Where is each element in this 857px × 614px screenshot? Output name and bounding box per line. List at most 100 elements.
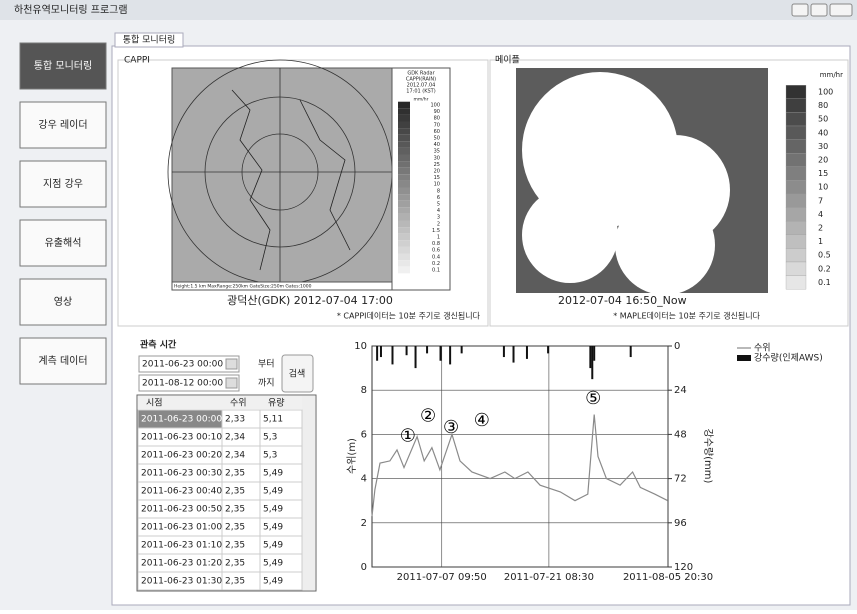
radar-legend-swatch xyxy=(398,174,410,181)
maximize-button[interactable] xyxy=(810,3,828,17)
to-value: 2011-08-12 00:00 xyxy=(142,379,223,389)
table-cell-text: 2011-06-23 01:20 xyxy=(141,559,222,569)
radar-legend-value: 0.1 xyxy=(432,268,440,274)
minimize-button[interactable] xyxy=(791,3,809,17)
sidebar-button[interactable] xyxy=(19,219,107,267)
radar-legend-value: 1 xyxy=(437,235,440,241)
radar-legend-swatch xyxy=(398,141,410,148)
annotation: ① xyxy=(400,426,416,447)
sidebar-button-label: 강우 레이더 xyxy=(38,119,87,131)
maple-legend-value: 40 xyxy=(818,128,828,137)
sidebar-button[interactable] xyxy=(19,160,107,208)
radar-legend-swatch xyxy=(398,114,410,122)
maple-legend-swatch xyxy=(785,125,807,140)
radar-legend-value: 5 xyxy=(437,202,440,208)
radar-legend-swatch xyxy=(398,233,410,241)
sidebar-button-label: 지점 강우 xyxy=(43,178,83,190)
maple-legend-unit: mm/hr xyxy=(820,71,843,79)
maple-legend-swatch xyxy=(785,139,807,154)
radar-legend-value: 0.6 xyxy=(432,248,440,254)
radar-legend-unit: mm/hr xyxy=(414,97,429,103)
y-tick-label: 0 xyxy=(361,562,367,573)
radar-legend-value: 8 xyxy=(437,188,440,194)
radar-legend-swatch xyxy=(398,266,410,274)
maple-legend-value: 50 xyxy=(818,115,828,124)
table-cell-text: 5,49 xyxy=(263,469,283,479)
radar-legend-value: 100 xyxy=(430,103,440,109)
y-axis-label: 수위(m) xyxy=(345,438,358,474)
to-combo[interactable] xyxy=(138,374,240,392)
cappi-caption: 광덕산(GDK) 2012-07-04 17:00 xyxy=(227,294,393,307)
y2-tick-label: 96 xyxy=(674,518,687,529)
radar-legend-swatch xyxy=(398,121,410,129)
cappi-note: * CAPPI데이터는 10분 주기로 갱신됩니다 xyxy=(337,311,481,321)
tab-label: 통합 모니터링 xyxy=(123,34,176,46)
radar-legend-value: 3 xyxy=(437,215,440,221)
cappi-group xyxy=(117,59,489,327)
table-cell-text: 2,34 xyxy=(225,451,245,461)
level-line xyxy=(371,414,669,517)
sidebar-button-label: 계측 데이터 xyxy=(38,355,87,367)
maple-legend-value: 0.1 xyxy=(818,278,831,287)
from-dropdown[interactable] xyxy=(225,358,238,370)
sidebar-button-label: 통합 모니터링 xyxy=(34,60,92,72)
radar-legend-value: 35 xyxy=(434,149,440,155)
table-cell-text: 2,35 xyxy=(225,487,245,497)
sidebar-button[interactable] xyxy=(19,337,107,385)
tab[interactable] xyxy=(114,32,184,48)
radar-legend-value: 25 xyxy=(434,162,440,168)
radar-legend-swatch xyxy=(398,200,410,208)
from-combo[interactable] xyxy=(138,355,240,373)
coverage xyxy=(615,195,715,295)
annotation: ④ xyxy=(474,410,490,431)
y2-axis-label: 강수량(mm) xyxy=(702,429,714,484)
table-cell[interactable] xyxy=(259,571,303,591)
rain-bar xyxy=(439,346,442,361)
table-cell-text: 2011-06-23 00:40 xyxy=(141,487,222,497)
maple-legend-swatch xyxy=(785,261,807,276)
table-cell-text: 5,49 xyxy=(263,505,283,515)
table-cell-text: 2011-06-23 01:00 xyxy=(141,523,222,533)
sidebar-button[interactable] xyxy=(19,42,107,90)
scrollbar[interactable] xyxy=(302,396,315,590)
rain-bar xyxy=(593,346,596,361)
radar-legend-value: 1.5 xyxy=(432,228,440,234)
annotation: ② xyxy=(420,406,436,427)
radar-legend-value: 0.4 xyxy=(432,254,440,260)
maple-legend-swatch xyxy=(785,248,807,263)
to-dropdown[interactable] xyxy=(225,377,238,389)
rain-bar xyxy=(502,346,505,358)
y-tick-label: 8 xyxy=(361,385,367,396)
radar-legend-value: 0.8 xyxy=(432,241,440,247)
maple-legend-swatch xyxy=(785,234,807,249)
maple-legend-value: 15 xyxy=(818,169,828,178)
radar-legend-swatch xyxy=(398,227,410,234)
maple-label: 메이플 xyxy=(495,55,520,66)
rain-bar xyxy=(405,346,408,356)
table-cell-text: 2011-06-23 00:10 xyxy=(141,433,222,443)
radar-legend-swatch xyxy=(398,154,410,162)
x-tick-label: 2011-07-07 09:50 xyxy=(397,572,487,583)
radar-legend-value: 30 xyxy=(434,155,440,161)
table: 시점 수위 유량 2011-06-23 00:00 2,33 5,11 2011-06-23… xyxy=(137,396,303,591)
close-button[interactable] xyxy=(829,3,853,17)
sidebar-button[interactable] xyxy=(19,278,107,326)
maple-legend-bg xyxy=(770,68,846,293)
table-cell-text: 2,33 xyxy=(225,415,245,425)
table-cell-text: 5,11 xyxy=(263,415,283,425)
radar-legend-value: 4 xyxy=(437,208,440,214)
search-button[interactable] xyxy=(281,354,314,393)
maple-coverage xyxy=(522,72,730,295)
table-cell-text: 2,35 xyxy=(225,541,245,551)
table-cell-text: 5,49 xyxy=(263,541,283,551)
maple-caption: 2012-07-04 16:50_Now xyxy=(558,294,687,307)
maple-legend-swatch xyxy=(785,98,807,113)
radar-legend-value: 40 xyxy=(434,142,440,148)
sidebar-button[interactable] xyxy=(19,101,107,149)
rain-bar xyxy=(591,346,594,380)
radar-legend-value: 80 xyxy=(434,116,440,122)
